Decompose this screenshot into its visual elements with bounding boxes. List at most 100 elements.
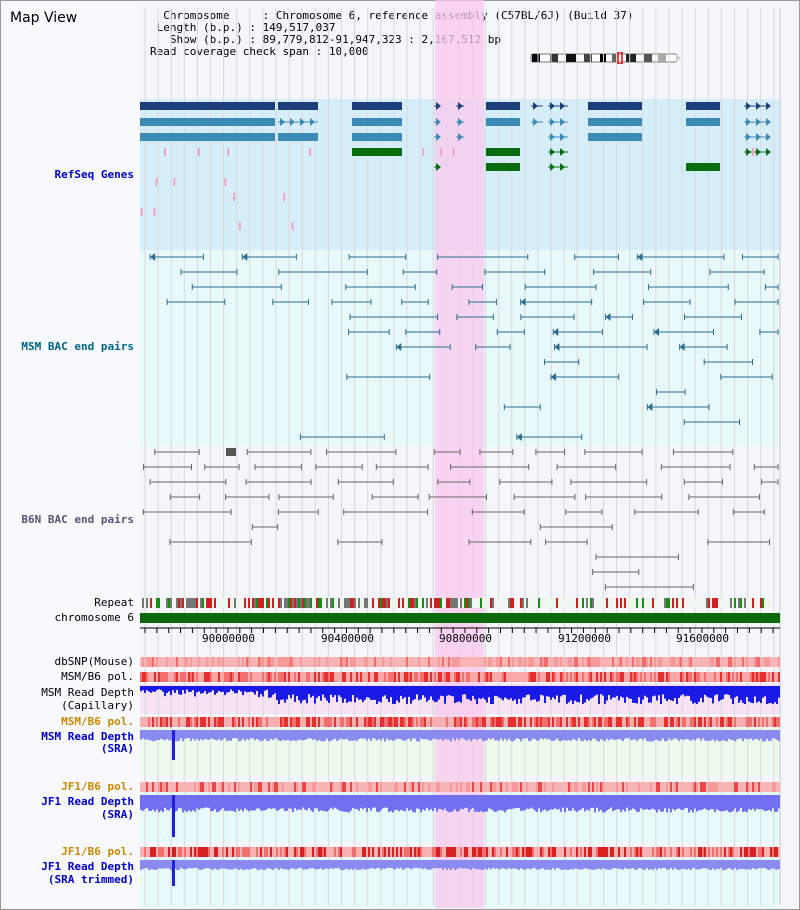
track-label-jf1-b6-pol-2[interactable]: JF1/B6 pol. [61,845,134,858]
axis-tick-label: 91200000 [558,632,611,645]
depth-bar [362,795,364,810]
track-label-jf1-depth-sra[interactable]: JF1 Read Depth [41,795,134,808]
depth-bar [524,795,526,811]
pol-cell [746,717,748,727]
pol-cell [182,672,184,682]
pol-cell [288,672,290,682]
track-label-msm-bac[interactable]: MSM BAC end pairs [21,340,134,353]
pol-cell [682,847,684,857]
refseq-mark [752,148,755,156]
pol-cell [316,782,318,792]
pol-cell [530,717,532,727]
pol-cell [330,782,332,792]
depth-bar [552,686,554,698]
pol-cell [242,847,244,857]
refseq-mark [422,148,425,156]
pol-cell [252,847,254,857]
track-label-refseq[interactable]: RefSeq Genes [54,168,134,181]
depth-bar [224,730,226,739]
track-label-b6n-bac[interactable]: B6N BAC end pairs [21,513,134,526]
depth-bar [760,686,762,704]
refseq-exon [766,102,771,110]
depth-bar [378,795,380,813]
track-label-jf1-depth-trimmed[interactable]: JF1 Read Depth [41,860,134,873]
pol-cell [734,657,736,667]
depth-bar [506,730,508,741]
pol-cell [274,782,276,792]
track-label-msm-depth-capillary[interactable]: MSM Read Depth [41,686,134,699]
depth-bar [674,730,676,739]
pol-cell [590,672,592,682]
refseq-gene [140,102,275,110]
pol-cell [522,657,524,667]
pol-cell [460,672,462,682]
depth-bar [370,860,372,869]
track-label-msm-depth-sra[interactable]: MSM Read Depth [41,730,134,743]
depth-bar [366,860,368,870]
depth-bar [620,860,622,870]
depth-bar [438,730,440,740]
depth-bar [204,795,206,808]
depth-bar [166,795,168,810]
pol-cell [466,657,468,667]
pol-cell [768,717,770,727]
track-label-msm-b6-pol[interactable]: MSM/B6 pol. [61,670,134,683]
pol-cell [422,717,424,727]
track-label-jf1-b6-pol[interactable]: JF1/B6 pol. [61,780,134,793]
depth-bar [272,795,274,809]
depth-bar [770,795,772,812]
depth-bar [214,795,216,810]
pol-cell [522,672,524,682]
depth-bar [484,730,486,741]
depth-bar [260,686,262,695]
pol-cell [142,782,144,792]
track-label-msm-b6-pol-2[interactable]: MSM/B6 pol. [61,715,134,728]
depth-bar [478,686,480,699]
pol-cell [436,717,438,727]
pol-cell [462,657,464,667]
pol-cell [668,672,670,682]
pol-cell [504,672,506,682]
depth-bar [694,795,696,809]
pol-cell [756,672,758,682]
msm-bac-end [553,328,559,336]
depth-bar [322,795,324,812]
pol-cell [636,847,638,857]
pol-cell [614,782,616,792]
pol-cell [352,782,354,792]
depth-bar [204,730,206,739]
depth-bar [576,860,578,869]
pol-cell [656,657,658,667]
pol-cell [536,672,538,682]
refseq-gene [588,102,642,110]
depth-bar [590,860,592,870]
pol-cell [536,782,538,792]
depth-bar [340,860,342,870]
pol-cell [398,657,400,667]
depth-bar [640,795,642,809]
depth-bar [284,686,286,703]
pol-cell [460,717,462,727]
track-label-dbsnp[interactable]: dbSNP(Mouse) [54,655,134,668]
pol-cell [686,717,688,727]
pol-cell [526,782,528,792]
depth-bar [220,730,222,741]
pol-cell [714,847,716,857]
pol-cell [292,657,294,667]
pol-cell [720,672,722,682]
pol-cell [264,657,266,667]
depth-bar [740,860,742,870]
depth-bar [464,686,466,695]
depth-bar [736,860,738,870]
pol-cell [700,672,702,682]
selected-region-highlight[interactable] [435,0,484,908]
pol-cell [566,717,568,727]
pol-cell [472,847,474,857]
depth-bar [344,686,346,699]
pol-cell [412,717,414,727]
track-label-repeat[interactable]: Repeat [94,596,134,609]
depth-bar [418,795,420,809]
pol-cell [752,782,754,792]
depth-bar [746,860,748,870]
